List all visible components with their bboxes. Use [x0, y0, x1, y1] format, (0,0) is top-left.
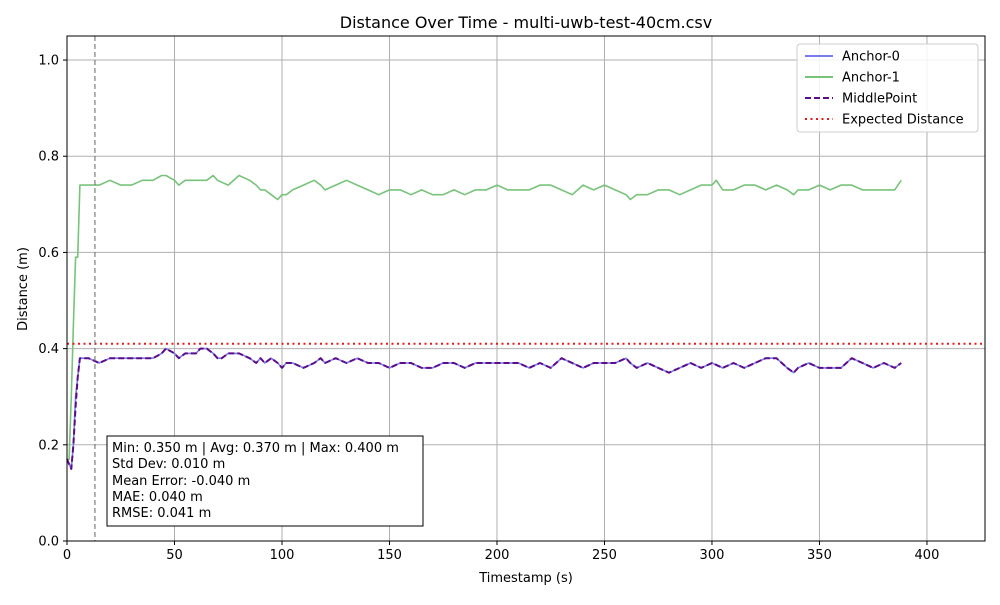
stats-line-std-dev: Std Dev: 0.010 m	[112, 457, 225, 472]
x-tick-label: 0	[63, 548, 71, 563]
series-line-middlepoint	[66, 347, 902, 470]
plot-frame	[66, 35, 986, 542]
y-tick-label: 1.0	[38, 54, 59, 69]
axis-ticks: 0 50 100 150 200 250 300 350 400 0.0 0.2 0.4 0.6 0.8 1…	[38, 54, 939, 563]
y-tick-label: 0.6	[38, 246, 59, 261]
x-axis-label: Timestamp (s)	[478, 571, 573, 586]
stats-line-range: Min: 0.350 m | Avg: 0.370 m | Max: 0.400…	[112, 441, 399, 456]
legend-label: Expected Distance	[842, 113, 964, 128]
legend-label: Anchor-0	[842, 50, 900, 65]
series-line-anchor-1	[67, 174, 902, 461]
legend-items: Anchor-0 Anchor-1 MiddlePoint Expected Dist…	[805, 50, 964, 128]
y-tick-label: 0.0	[38, 535, 59, 550]
y-tick-label: 0.4	[38, 342, 59, 357]
stats-line-mae: MAE: 0.040 m	[112, 490, 203, 505]
x-tick-label: 200	[485, 548, 510, 563]
x-tick-label: 350	[807, 548, 832, 563]
x-tick-label: 150	[377, 548, 402, 563]
y-tick-label: 0.8	[38, 150, 59, 165]
legend: Anchor-0 Anchor-1 MiddlePoint Expected Dist…	[796, 43, 979, 133]
legend-label: Anchor-1	[842, 71, 900, 86]
stats-box: Min: 0.350 m | Avg: 0.370 m | Max: 0.400…	[106, 435, 424, 527]
x-tick-label: 300	[700, 548, 725, 563]
legend-frame	[796, 43, 979, 133]
chart-title: Distance Over Time - multi-uwb-test-40cm…	[340, 13, 712, 32]
x-tick-label: 250	[592, 548, 617, 563]
series-lines	[66, 174, 985, 470]
stats-line-mean-error: Mean Error: -0.040 m	[112, 474, 250, 489]
stats-box-frame	[106, 435, 424, 527]
legend-label: MiddlePoint	[842, 92, 917, 107]
y-tick-label: 0.2	[38, 438, 59, 453]
x-tick-label: 100	[270, 548, 295, 563]
y-axis-label: Distance (m)	[16, 247, 31, 331]
grid-lines	[66, 36, 985, 542]
stats-line-rmse: RMSE: 0.041 m	[112, 506, 211, 521]
x-tick-label: 400	[915, 548, 940, 563]
x-tick-label: 50	[166, 548, 183, 563]
